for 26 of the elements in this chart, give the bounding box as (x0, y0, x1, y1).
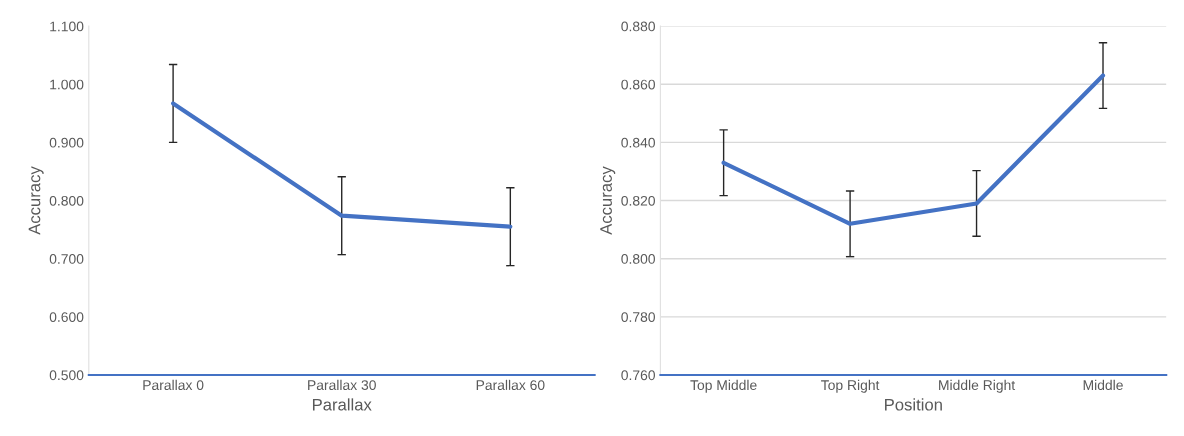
x-tick-label: Middle (1083, 379, 1123, 391)
y-tick-label: 0.500 (49, 370, 84, 381)
y-tick-label: 0.880 (621, 21, 655, 32)
y-axis-title: Accuracy (600, 166, 616, 235)
y-tick-label: 0.600 (49, 312, 84, 322)
line-series (721, 73, 1106, 226)
y-tick-label: 1.100 (50, 21, 84, 32)
y-tick-label: 0.820 (621, 195, 655, 206)
y-tick-label: 0.800 (49, 195, 84, 206)
x-tick-label: Parallax 30 (308, 379, 376, 391)
y-axis-title: Accuracy (28, 166, 44, 235)
x-tick-label: Top Middle (690, 379, 757, 393)
y-tick-label: 0.900 (49, 137, 84, 148)
x-tick-label: Parallax 0 (143, 379, 204, 391)
y-tick-label: 0.780 (621, 312, 655, 322)
y-tick-label: 0.860 (621, 79, 655, 90)
x-tick-label: Parallax 60 (476, 379, 545, 391)
x-axis-title: Parallax (312, 398, 372, 411)
y-tick-label: 1.000 (50, 79, 84, 90)
y-tick-label: 0.760 (621, 370, 655, 381)
x-tick-label: Top Right (821, 379, 880, 393)
y-tick-label: 0.800 (621, 254, 655, 264)
y-tick-label: 0.840 (621, 137, 655, 148)
x-axis-title: Position (885, 398, 942, 411)
x-tick-label: Middle Right (939, 379, 1016, 393)
y-tick-label: 0.700 (49, 254, 84, 264)
